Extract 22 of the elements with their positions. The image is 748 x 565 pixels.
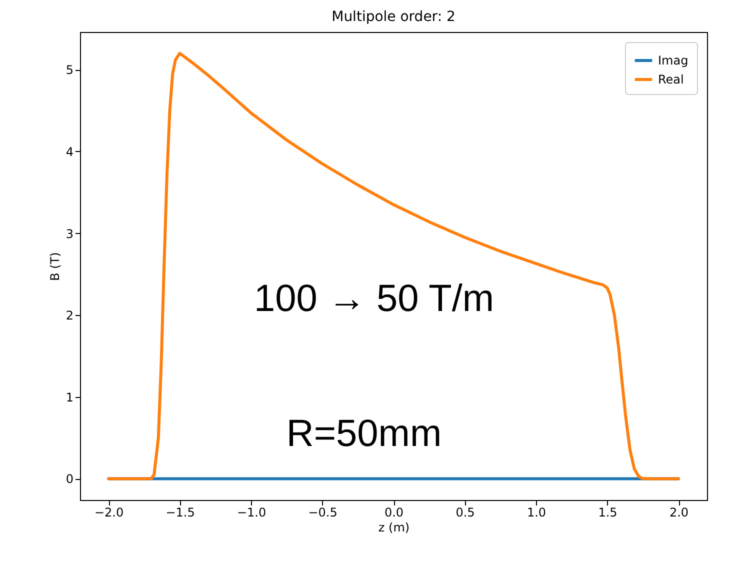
y-tick-label: 3 [66, 226, 74, 241]
y-tick-label: 2 [66, 308, 74, 323]
x-tick-label: −0.5 [308, 506, 338, 520]
y-tick-label: 0 [66, 472, 74, 486]
legend-label: Imag [658, 54, 688, 68]
x-tick-label: 1.0 [526, 506, 546, 520]
chart-title: Multipole order: 2 [332, 9, 456, 25]
x-axis-title: z (m) [378, 520, 410, 534]
x-tick-label: 1.5 [598, 506, 618, 520]
x-tick-label: −2.0 [94, 506, 124, 520]
x-tick-label: 2.0 [669, 506, 689, 520]
y-tick-label: 1 [66, 390, 74, 404]
x-tick-label: −1.0 [236, 506, 266, 520]
x-tick-label: −1.5 [166, 506, 195, 520]
legend-label: Real [658, 72, 684, 86]
y-axis-title: B (T) [48, 252, 62, 281]
annotation: 100 → 50 T/m [254, 278, 494, 320]
annotation: R=50mm [286, 413, 442, 455]
x-tick-label: 0.5 [456, 506, 475, 520]
x-tick-label: 0.0 [384, 506, 404, 520]
y-tick-label: 5 [66, 63, 74, 78]
y-tick-label: 4 [66, 144, 74, 159]
